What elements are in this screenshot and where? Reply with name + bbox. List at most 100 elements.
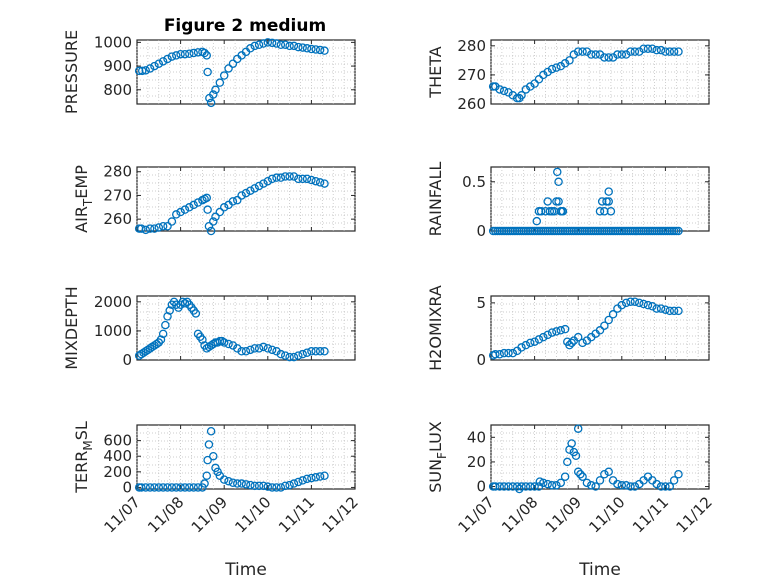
data-point [517,482,526,491]
data-point [241,188,251,198]
y-axis-label: RAINFALL [426,162,445,237]
data-point [263,482,273,491]
subplot-grid: 800 900 1000 PRESSURE 260 270 280 THETA 260 270 28… [62,30,716,580]
data-point [158,222,168,231]
data-point [272,39,281,48]
data-point [648,44,657,53]
data-point [558,207,568,216]
data-point [263,176,273,186]
data-point [176,207,185,217]
data-point [241,480,251,489]
data-point [515,484,524,494]
subplot-pressure: 800 900 1000 PRESSURE [62,30,356,114]
data-point [163,483,172,492]
data-point [267,38,277,48]
data-point [298,476,307,485]
figure-title: Figure 2 medium [164,16,326,36]
data-point [280,481,290,491]
data-point [595,207,605,216]
data-point [643,44,653,53]
data-point [534,75,544,84]
data-point [552,63,561,72]
data-point [630,47,640,56]
data-point [145,224,155,233]
data-point [156,335,166,344]
data-point [674,469,683,479]
x-tick-label: 11/07 [101,493,144,536]
y-tick-label: 0 [122,351,132,369]
data-series [488,424,683,494]
data-point [285,172,294,181]
data-point [167,52,177,61]
y-tick-label: 1000 [94,33,132,51]
data-point [573,332,583,342]
data-point [630,297,640,306]
data-series [134,297,329,362]
data-point [578,47,587,56]
data-point [517,91,526,100]
data-point [150,224,159,233]
data-point [171,483,181,492]
data-point [554,177,563,187]
subplot-theta: 260 270 280 THETA [426,37,710,113]
data-point [206,426,216,436]
data-point [617,300,627,310]
data-point [307,347,316,356]
y-tick-label: 0 [122,478,132,496]
y-tick-label: 260 [457,95,486,113]
data-point [154,59,164,68]
y-tick-label: 200 [103,463,132,481]
data-point [289,41,299,51]
data-point [289,352,299,362]
subplot-rainfall: 0 0.5 RAINFALL [426,162,710,240]
data-point [573,424,583,433]
data-point [163,222,172,231]
data-point [204,440,214,449]
data-point [158,57,168,66]
data-point [656,304,666,313]
subplot-air-temp: 260 270 280 AIRTEMP [72,163,356,236]
data-point [556,326,566,335]
data-point [525,338,535,348]
data-point [302,44,312,53]
data-point [176,49,185,59]
data-point [233,195,242,205]
data-point [250,344,259,353]
data-point [202,193,212,203]
data-series [134,38,329,108]
data-point [224,476,233,486]
data-point [165,306,174,315]
data-point [254,481,264,491]
data-point [665,47,675,56]
data-point [263,344,273,353]
data-point [578,338,587,348]
data-point [661,305,670,314]
data-point [237,191,246,200]
data-point [224,339,233,349]
data-point [233,479,242,488]
data-point [267,345,277,355]
data-point [276,483,286,492]
x-tick-label: 11/11 [275,493,318,536]
y-tick-label: 0.5 [462,173,486,191]
data-point [578,472,587,481]
data-point [556,478,566,488]
data-point [626,297,635,306]
data-point [285,352,294,362]
data-point [315,178,325,187]
data-point [180,205,190,214]
data-point [495,85,504,94]
data-point [180,483,190,492]
data-point [294,174,303,184]
data-point [311,473,321,482]
x-tick-label: 11/12 [319,493,362,536]
data-point [320,179,329,188]
data-point [185,49,194,58]
data-point [298,43,307,52]
data-point [158,483,168,492]
data-point [202,51,212,60]
data-point [604,187,613,196]
y-axis-label: SUNFLUX [426,421,449,493]
data-point [267,483,277,492]
data-point [202,471,212,480]
